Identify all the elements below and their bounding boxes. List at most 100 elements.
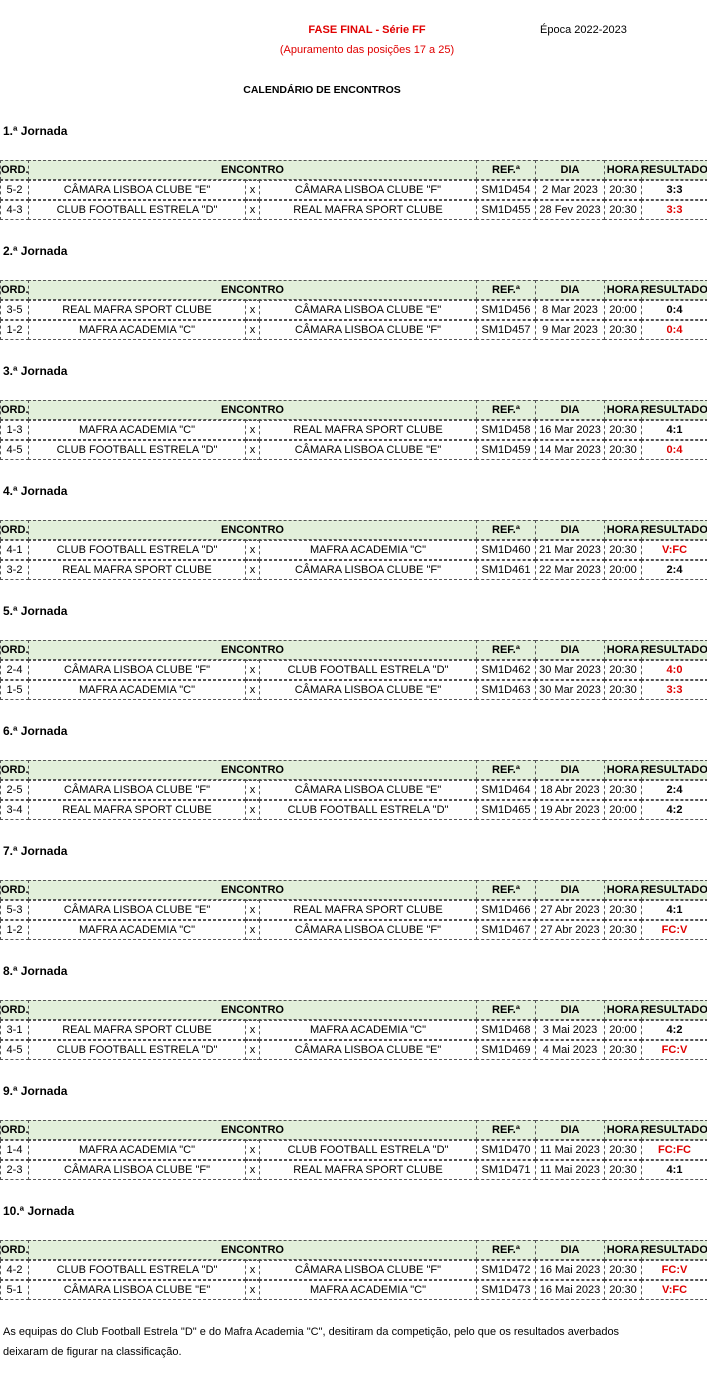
column-header: DIA [535, 160, 605, 180]
table-cell: CÂMARA LISBOA CLUBE "F" [28, 780, 246, 800]
table-cell: SM1D461 [476, 560, 536, 580]
column-header: HORA [604, 280, 642, 300]
table-cell: 0:4 [641, 300, 707, 320]
column-header: ORD. [0, 280, 29, 300]
table-cell: 20:30 [604, 1040, 642, 1060]
table-cell: CÂMARA LISBOA CLUBE "E" [259, 300, 477, 320]
table-cell: 4:0 [641, 660, 707, 680]
column-header: REF.ª [476, 1240, 536, 1260]
table-cell: 16 Mai 2023 [535, 1280, 605, 1300]
column-header: ORD. [0, 400, 29, 420]
table-cell: CLUB FOOTBALL ESTRELA "D" [259, 1140, 477, 1160]
table-cell: 3:3 [641, 680, 707, 700]
column-header: ORD. [0, 1240, 29, 1260]
column-header: RESULTADO [641, 400, 707, 420]
table-cell: CLUB FOOTBALL ESTRELA "D" [28, 200, 246, 220]
column-header: DIA [535, 400, 605, 420]
column-header: HORA [604, 160, 642, 180]
table-cell: 4 Mai 2023 [535, 1040, 605, 1060]
column-header: DIA [535, 1000, 605, 1020]
table-cell: 4:2 [641, 800, 707, 820]
table-cell: CÂMARA LISBOA CLUBE "F" [259, 920, 477, 940]
table-cell: REAL MAFRA SPORT CLUBE [28, 300, 246, 320]
round-label: 8.ª Jornada [3, 964, 68, 978]
table-cell: CÂMARA LISBOA CLUBE "F" [259, 560, 477, 580]
table-cell: MAFRA ACADEMIA "C" [28, 420, 246, 440]
column-header: ORD. [0, 1120, 29, 1140]
table-cell: 0:4 [641, 320, 707, 340]
column-header: DIA [535, 1120, 605, 1140]
table-cell: MAFRA ACADEMIA "C" [259, 540, 477, 560]
round-label: 7.ª Jornada [3, 844, 68, 858]
column-header: ENCONTRO [28, 1240, 477, 1260]
table-cell: CÂMARA LISBOA CLUBE "E" [259, 1040, 477, 1060]
table-cell: 2:4 [641, 560, 707, 580]
table-cell: 2-4 [0, 660, 29, 680]
table-cell: 20:30 [604, 320, 642, 340]
table-cell: CÂMARA LISBOA CLUBE "E" [28, 900, 246, 920]
table-cell: 20:30 [604, 900, 642, 920]
season: Época 2022-2023 [540, 24, 627, 36]
table-cell: 4:1 [641, 900, 707, 920]
table-cell: SM1D460 [476, 540, 536, 560]
table-cell: FC:V [641, 1260, 707, 1280]
table-cell: 16 Mar 2023 [535, 420, 605, 440]
table-cell: 5-1 [0, 1280, 29, 1300]
round-label: 3.ª Jornada [3, 364, 68, 378]
table-cell: CÂMARA LISBOA CLUBE "F" [28, 660, 246, 680]
table-cell: CLUB FOOTBALL ESTRELA "D" [28, 440, 246, 460]
table-cell: CÂMARA LISBOA CLUBE "F" [259, 180, 477, 200]
table-cell: SM1D469 [476, 1040, 536, 1060]
table-cell: 9 Mar 2023 [535, 320, 605, 340]
table-cell: SM1D464 [476, 780, 536, 800]
table-cell: 20:00 [604, 560, 642, 580]
table-cell: 20:30 [604, 1260, 642, 1280]
column-header: ENCONTRO [28, 1120, 477, 1140]
table-cell: 3:3 [641, 180, 707, 200]
column-header: RESULTADO [641, 520, 707, 540]
table-cell: MAFRA ACADEMIA "C" [259, 1020, 477, 1040]
table-cell: 3 Mai 2023 [535, 1020, 605, 1040]
table-cell: 20:30 [604, 180, 642, 200]
table-cell: x [245, 1040, 260, 1060]
column-header: REF.ª [476, 160, 536, 180]
table-cell: 22 Mar 2023 [535, 560, 605, 580]
table-cell: x [245, 680, 260, 700]
table-cell: 20:30 [604, 1160, 642, 1180]
table-cell: FC:V [641, 1040, 707, 1060]
round-label: 2.ª Jornada [3, 244, 68, 258]
table-cell: SM1D459 [476, 440, 536, 460]
table-cell: 20:30 [604, 1140, 642, 1160]
subtitle: (Apuramento das posições 17 a 25) [279, 44, 455, 56]
column-header: RESULTADO [641, 1240, 707, 1260]
table-cell: 3:3 [641, 200, 707, 220]
footer-note: As equipas do Club Football Estrela "D" … [3, 1326, 620, 1338]
table-cell: 20:00 [604, 1020, 642, 1040]
table-cell: 14 Mar 2023 [535, 440, 605, 460]
table-cell: 4:2 [641, 1020, 707, 1040]
table-cell: x [245, 920, 260, 940]
table-cell: 1-3 [0, 420, 29, 440]
table-cell: FC:V [641, 920, 707, 940]
column-header: RESULTADO [641, 1120, 707, 1140]
table-cell: REAL MAFRA SPORT CLUBE [28, 560, 246, 580]
table-cell: SM1D463 [476, 680, 536, 700]
table-cell: 20:30 [604, 1280, 642, 1300]
column-header: REF.ª [476, 1000, 536, 1020]
table-cell: x [245, 900, 260, 920]
table-cell: x [245, 1260, 260, 1280]
table-cell: 16 Mai 2023 [535, 1260, 605, 1280]
table-cell: 20:30 [604, 440, 642, 460]
round-label: 4.ª Jornada [3, 484, 68, 498]
table-cell: SM1D462 [476, 660, 536, 680]
column-header: ENCONTRO [28, 280, 477, 300]
column-header: ENCONTRO [28, 1000, 477, 1020]
round-label: 10.ª Jornada [3, 1204, 75, 1218]
table-cell: 1-2 [0, 920, 29, 940]
table-cell: 28 Fev 2023 [535, 200, 605, 220]
table-cell: SM1D473 [476, 1280, 536, 1300]
table-cell: CÂMARA LISBOA CLUBE "F" [259, 320, 477, 340]
column-header: HORA [604, 400, 642, 420]
column-header: DIA [535, 1240, 605, 1260]
column-header: ENCONTRO [28, 880, 477, 900]
